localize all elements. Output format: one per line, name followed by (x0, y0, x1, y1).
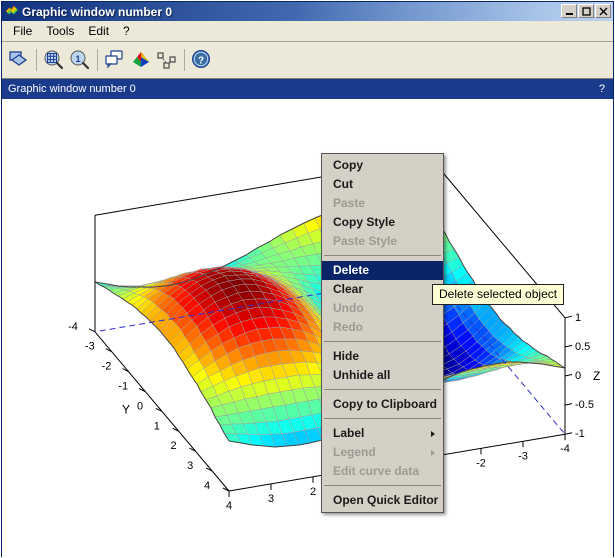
svg-text:-2: -2 (476, 457, 486, 469)
svg-text:-4: -4 (68, 321, 78, 333)
svg-text:-1: -1 (575, 428, 585, 440)
svg-text:2: 2 (170, 440, 176, 452)
svg-text:0.5: 0.5 (575, 341, 590, 353)
svg-text:1: 1 (75, 54, 80, 64)
svg-text:3: 3 (187, 460, 193, 472)
svg-text:4: 4 (204, 480, 210, 492)
svg-text:-1: -1 (118, 381, 128, 393)
svg-text:Z: Z (593, 369, 600, 383)
svg-text:3: 3 (268, 493, 274, 505)
svg-text:-3: -3 (518, 450, 528, 462)
svg-text:1: 1 (575, 312, 581, 324)
svg-text:-2: -2 (102, 361, 112, 373)
svg-text:-0.5: -0.5 (575, 399, 594, 411)
svg-text:2: 2 (310, 486, 316, 498)
svg-text:-4: -4 (560, 443, 570, 455)
svg-text:-3: -3 (85, 341, 95, 353)
svg-text:Y: Y (122, 402, 130, 416)
svg-text:?: ? (198, 56, 204, 67)
svg-text:0: 0 (575, 370, 581, 382)
svg-text:0: 0 (137, 400, 143, 412)
svg-text:1: 1 (154, 420, 160, 432)
svg-text:4: 4 (226, 500, 232, 512)
